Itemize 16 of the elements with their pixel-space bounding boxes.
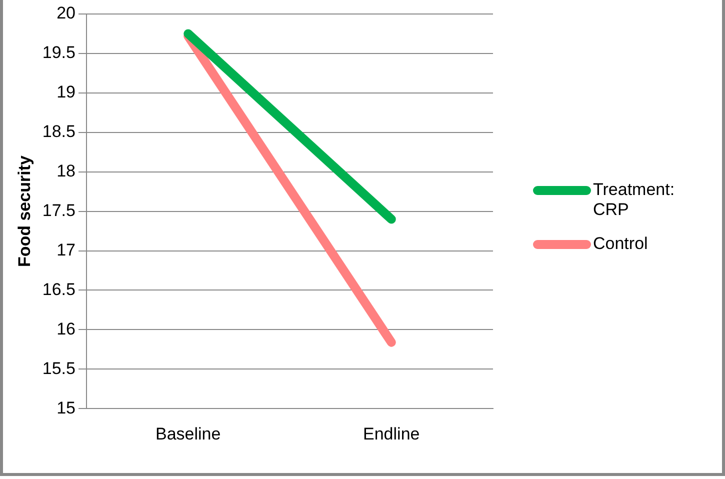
y-tick-label: 19.5 (42, 43, 76, 62)
y-tick-label: 18.5 (42, 122, 76, 142)
y-tick-label: 17 (56, 240, 76, 260)
x-tick-label: Endline (363, 424, 420, 444)
y-tick-label: 18 (56, 162, 76, 181)
y-tick-label: 16.5 (42, 280, 76, 299)
legend-label: Treatment: CRP (593, 180, 676, 220)
y-tick-label: 20 (56, 4, 76, 23)
y-tick-label: 16 (56, 319, 76, 338)
y-tick-label: 17.5 (42, 200, 76, 220)
x-tick-label: Baseline (156, 424, 221, 444)
legend-label: Control (593, 234, 648, 254)
y-tick-label: 15.5 (42, 358, 76, 378)
y-axis-title: Food security (14, 155, 34, 268)
y-tick-label: 19 (56, 82, 76, 102)
y-tick-label: 15 (56, 398, 76, 418)
